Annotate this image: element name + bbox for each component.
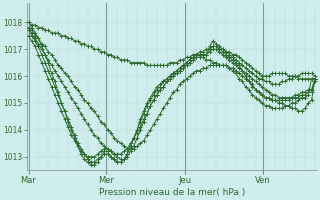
X-axis label: Pression niveau de la mer( hPa ): Pression niveau de la mer( hPa ) bbox=[99, 188, 245, 197]
